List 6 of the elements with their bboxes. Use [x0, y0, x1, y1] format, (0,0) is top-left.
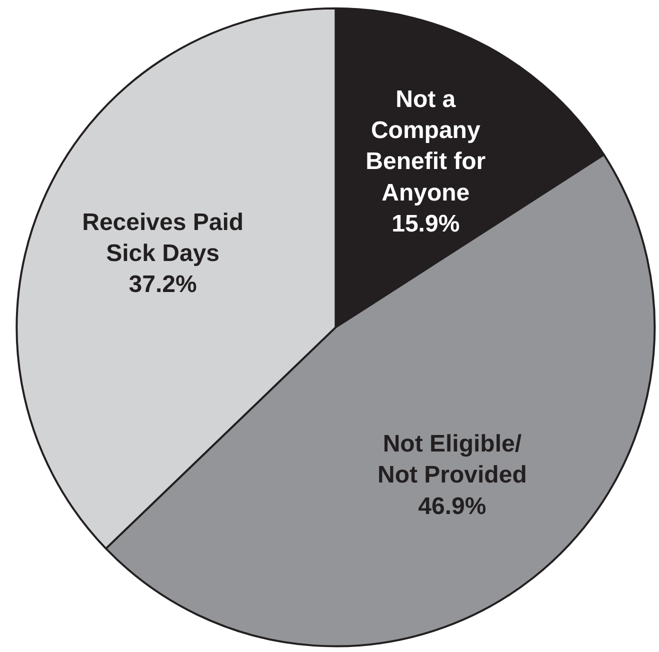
slice-label: Receives Paid Sick Days: [82, 208, 244, 267]
slice-label: Not a Company Benefit for Anyone: [366, 86, 486, 206]
data-label: 15.9%: [392, 210, 460, 238]
slice-label: Not Eligible/ Not Provided: [378, 430, 527, 489]
data-label: 37.2%: [128, 271, 197, 298]
data-label: 46.9%: [418, 492, 486, 520]
